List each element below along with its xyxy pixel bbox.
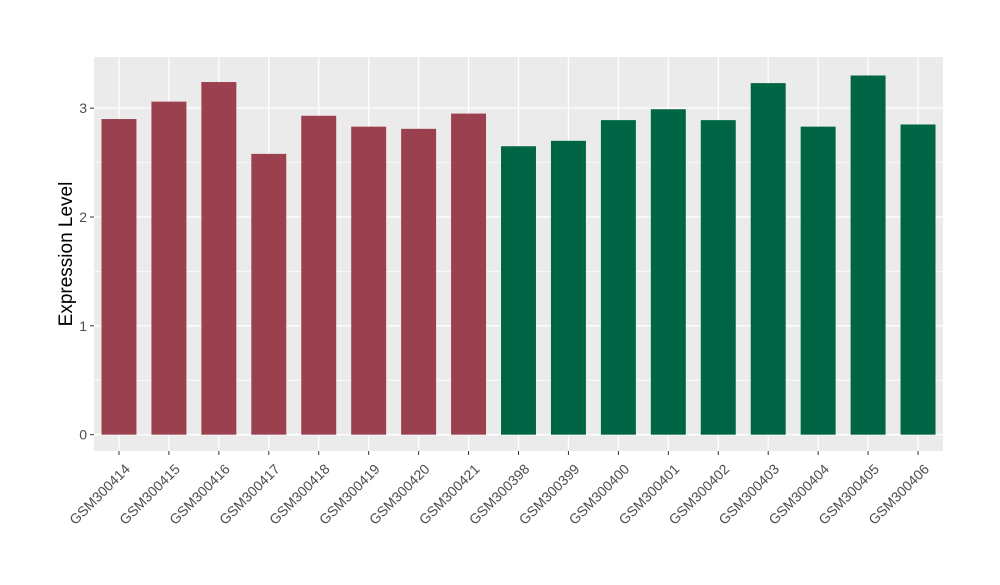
bar-GSM300416 [201,82,237,435]
y-tick-label: 3 [79,100,87,116]
bar-GSM300402 [700,120,736,435]
bar-GSM300415 [151,101,187,435]
bar-GSM300405 [850,75,886,435]
bars [101,75,936,435]
y-axis: 0 1 2 3 [79,100,94,443]
bar-GSM300418 [301,115,337,435]
bar-GSM300406 [900,124,936,435]
bar-GSM300404 [800,126,836,435]
bar-GSM300419 [351,126,387,435]
bar-GSM300398 [501,146,536,435]
bar-GSM300400 [600,120,636,435]
bar-GSM300417 [251,153,287,435]
bar-GSM300420 [401,128,437,435]
y-tick-label: 1 [79,318,87,334]
bar-GSM300401 [650,109,686,435]
y-tick-label: 2 [79,209,87,225]
bar-GSM300421 [451,113,487,435]
bar-GSM300403 [750,83,786,435]
bar-GSM300414 [101,119,137,435]
bar-GSM300399 [550,140,586,435]
x-axis: GSM300414GSM300415GSM300416GSM300417GSM3… [66,451,932,528]
y-axis-label: Expression Level [56,182,77,327]
y-tick-label: 0 [79,427,87,443]
